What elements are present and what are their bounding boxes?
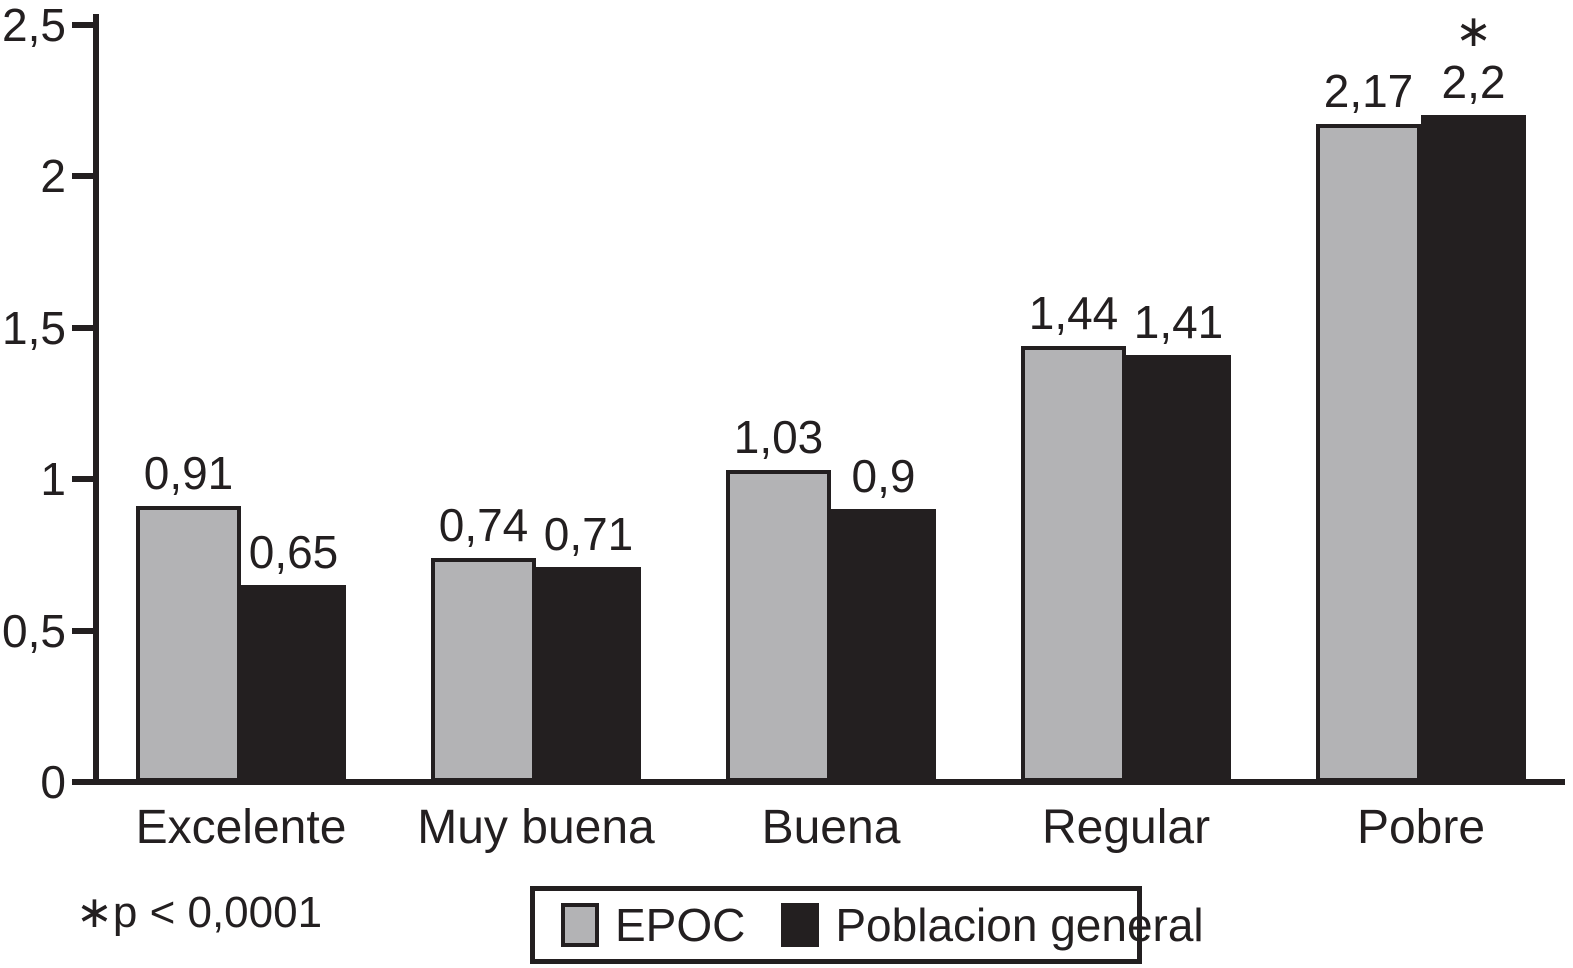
y-tick-label-1: 1 [40,453,66,505]
bar-value-label: 1,41 [1133,296,1224,348]
legend-box: EPOC Poblacion general [530,886,1204,964]
bar-value-label: 0,65 [248,526,339,578]
bar-epoc-muy-buena [431,558,536,782]
bar-value-label: 1,44 [1028,287,1119,339]
significance-star: ∗ [1455,7,1492,56]
category-label-buena: Buena [761,801,901,854]
bar-epoc-buena [726,470,831,782]
bar-value-label: 2,2 [1441,56,1506,108]
bar-value-label: 0,71 [543,508,634,560]
bar-value-label: 0,91 [143,447,234,499]
bar-epoc-excelente [136,506,241,782]
significance-footnote: ∗p < 0,0001 [76,888,323,937]
bar-value-label: 2,17 [1323,65,1414,117]
bar-poblacion-general-regular [1126,355,1231,782]
y-tick-label-2: 2 [40,150,66,202]
bar-epoc-pobre [1316,124,1421,782]
legend-label-epoc: EPOC [615,899,746,951]
y-tick-mark-1 [72,476,99,482]
bar-value-label: 1,03 [733,411,824,463]
bar-value-label: 0,9 [851,450,916,502]
x-axis-line [73,779,1565,785]
y-tick-label-0: 0 [40,756,66,808]
bar-poblacion-general-excelente [241,585,346,782]
y-tick-mark-2 [72,173,99,179]
bar-poblacion-general-pobre [1421,115,1526,782]
legend-swatch-poblacion-general [781,903,820,947]
y-tick-mark-2,5 [72,21,99,28]
y-axis-line [93,14,99,785]
legend-swatch-epoc [561,903,599,947]
y-tick-mark-0 [72,779,99,785]
bar-value-label: 0,74 [438,499,529,551]
y-tick-mark-1,5 [72,324,99,331]
category-label-muy-buena: Muy buena [417,801,655,854]
bar-poblacion-general-buena [831,509,936,782]
bar-epoc-regular [1021,346,1126,782]
category-label-regular: Regular [1041,801,1211,854]
y-tick-label-0,5: 0,5 [2,604,66,657]
bar-poblacion-general-muy-buena [536,567,641,782]
y-tick-label-2,5: 2,5 [2,0,66,51]
legend-label-poblacion-general: Poblacion general [835,899,1204,951]
y-tick-label-1,5: 1,5 [2,301,66,354]
y-tick-mark-0,5 [72,627,99,634]
category-label-excelente: Excelente [135,801,347,854]
category-label-pobre: Pobre [1356,801,1486,854]
